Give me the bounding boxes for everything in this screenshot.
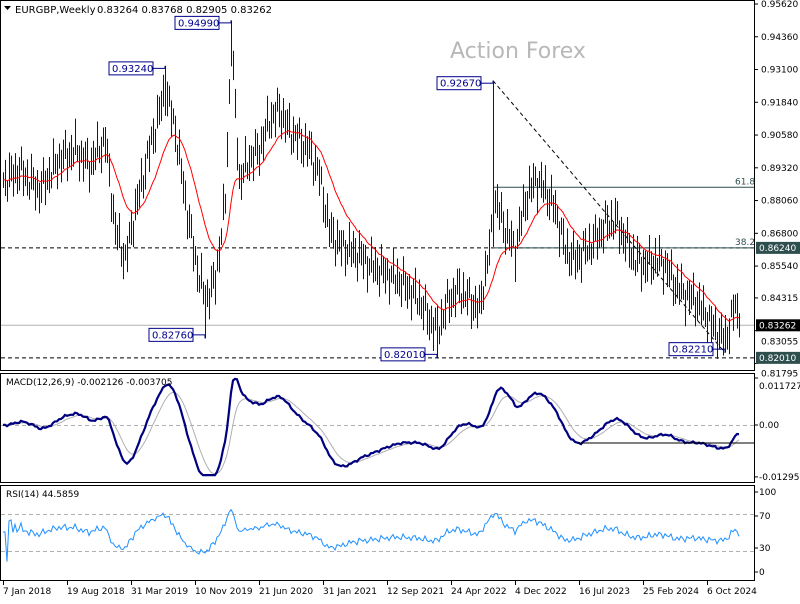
macd-panel	[0, 373, 755, 483]
symbol-period: EURGBP,Weekly	[15, 5, 96, 16]
annotation-box	[668, 342, 714, 357]
macd-signal-line	[3, 391, 740, 475]
annotation-box	[148, 327, 194, 342]
annotations-layer: 0.94990 0.93240 0.92670 0.82760 0.82010 0.822…	[108, 15, 726, 362]
resistance-price-tag-label: 0.86240	[759, 244, 796, 254]
trend-line	[492, 80, 726, 353]
annotation-label: 0.93240	[112, 64, 153, 75]
rsi-y-tick-label: 0	[759, 568, 765, 578]
y-tick-label: 0.94360	[761, 33, 798, 43]
x-tick-label: 24 Apr 2022	[451, 587, 507, 597]
annotation-box	[380, 347, 426, 362]
x-tick-label: 16 Jul 2023	[579, 587, 630, 597]
ohlc-values: 0.83264 0.83768 0.82905 0.83262	[97, 5, 272, 16]
annotation-label: 0.82210	[672, 345, 713, 356]
support-price-tag	[756, 351, 800, 364]
y-tick-label: 0.83055	[761, 338, 798, 348]
x-tick-label: 7 Jan 2018	[3, 587, 51, 597]
annotation-box	[108, 61, 154, 76]
y-tick-label: 0.90580	[761, 131, 798, 141]
macd-title: MACD(12,26,9) -0.002126 -0.003705	[6, 378, 172, 388]
rsi-y-tick-label: 70	[759, 512, 771, 522]
annotation-label: 0.82010	[384, 350, 425, 361]
x-tick-label: 31 Mar 2019	[131, 587, 188, 597]
moving-average-line	[2, 129, 740, 322]
fib-level-label: 38.2	[735, 238, 755, 248]
collapse-triangle-icon[interactable]	[4, 6, 11, 10]
macd-main-line	[2, 377, 740, 477]
y-tick-label: 0.89320	[761, 164, 798, 174]
rsi-line	[3, 508, 740, 562]
y-tick-label: 0.84315	[761, 294, 798, 304]
fib-level-label: 61.8	[735, 177, 755, 187]
y-axis: 0.95620 0.94360 0.93100 0.91840 0.90580 0.893…	[754, 0, 800, 578]
annotation-label: 0.82760	[152, 330, 193, 341]
y-tick-label: 0.86800	[761, 229, 798, 239]
rsi-panel	[0, 485, 755, 581]
annotation-label: 0.92670	[440, 79, 481, 90]
rsi-y-tick-label: 100	[759, 488, 776, 498]
x-tick-label: 12 Sep 2021	[387, 587, 444, 597]
y-tick-label: 0.91840	[761, 98, 798, 108]
x-tick-label: 21 Jun 2020	[259, 587, 313, 597]
macd-y-tick-label: 0.00	[759, 421, 779, 431]
x-tick-label: 25 Feb 2024	[643, 587, 699, 597]
x-tick-label: 4 Dec 2022	[515, 587, 567, 597]
macd-y-tick-label: 0.011727	[759, 382, 800, 392]
levels-layer: 61.8 38.2	[1, 80, 755, 359]
x-tick-label: 6 Oct 2024	[707, 587, 757, 597]
current-price-tag	[756, 319, 800, 332]
annotation-label: 0.94990	[178, 18, 219, 29]
resistance-price-tag	[756, 241, 800, 254]
support-price-tag-label: 0.82010	[759, 354, 796, 364]
y-tick-label: 0.88060	[761, 197, 798, 207]
annotation-box	[174, 15, 220, 30]
x-axis: 7 Jan 2018 19 Aug 2018 31 Mar 2019 10 Nov 2…	[3, 581, 757, 597]
annotation-box	[436, 76, 482, 91]
main-panel	[0, 0, 755, 371]
y-tick-label: 0.81795	[761, 369, 798, 379]
x-tick-label: 10 Nov 2019	[195, 587, 253, 597]
y-tick-label: 0.85540	[761, 262, 798, 272]
y-tick-label: 0.93100	[761, 66, 798, 76]
current-price-tag-label: 0.83262	[759, 321, 796, 331]
rsi-title: RSI(14) 44.5859	[6, 490, 79, 500]
y-tick-label: 0.95620	[761, 0, 798, 10]
x-tick-label: 19 Aug 2018	[67, 587, 125, 597]
rsi-y-tick-label: 30	[759, 544, 771, 554]
watermark: Action Forex	[450, 39, 586, 64]
x-tick-label: 31 Jan 2021	[323, 587, 377, 597]
price-bars	[3, 20, 740, 359]
